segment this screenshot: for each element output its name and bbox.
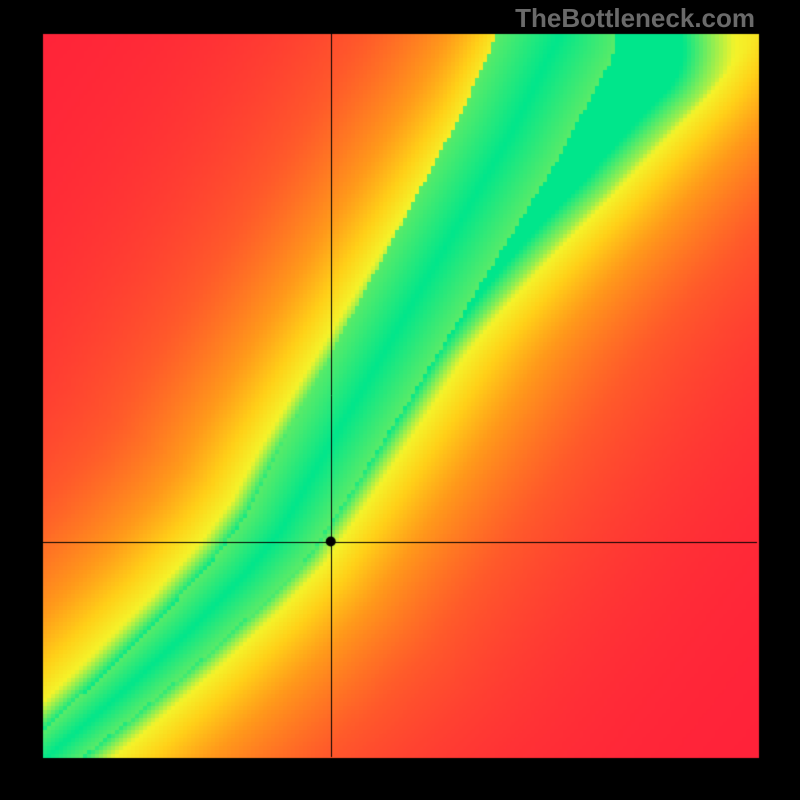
watermark-text: TheBottleneck.com [515, 3, 755, 34]
chart-container: TheBottleneck.com [0, 0, 800, 800]
bottleneck-heatmap [0, 0, 800, 800]
